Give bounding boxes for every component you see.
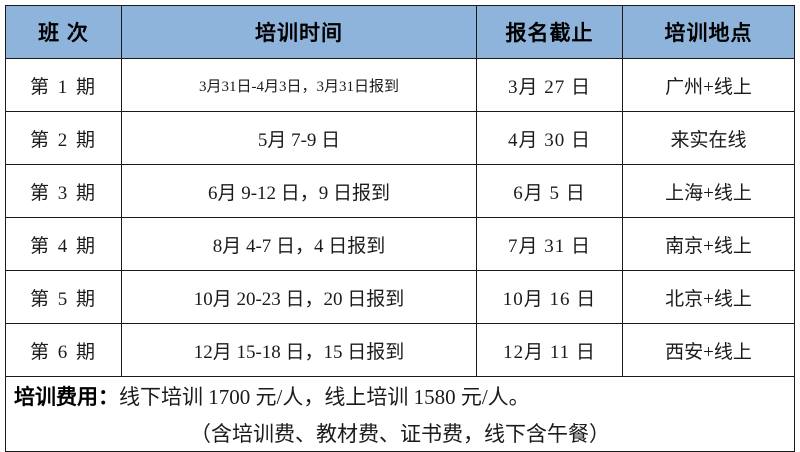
fee-value: 线下培训 1700 元/人，线上培训 1580 元/人。 [119, 384, 530, 409]
table-row: 第 4 期 8月 4-7 日，4 日报到 7月 31 日 南京+线上 [5, 217, 795, 271]
cell-deadline: 7月 31 日 [476, 217, 623, 271]
cell-batch: 第 3 期 [5, 164, 122, 218]
cell-time: 10月 20-23 日，20 日报到 [121, 270, 477, 324]
column-header-training-time: 培训时间 [121, 5, 477, 59]
footer-fee-row: 培训费用：线下培训 1700 元/人，线上培训 1580 元/人。 [5, 376, 795, 414]
cell-deadline: 4月 30 日 [476, 111, 623, 165]
footer-note-row: （含培训费、教材费、证书费，线下含午餐） [5, 414, 795, 452]
cell-batch: 第 1 期 [5, 58, 122, 112]
cell-time: 12月 15-18 日，15 日报到 [121, 323, 477, 377]
fee-note: （含培训费、教材费、证书费，线下含午餐） [190, 421, 610, 446]
table-header: 班 次 培训时间 报名截止 培训地点 [5, 5, 795, 59]
table-row: 第 1 期 3月31日-4月3日，3月31日报到 3月 27 日 广州+线上 [5, 58, 795, 112]
cell-place: 上海+线上 [622, 164, 795, 218]
column-header-training-location: 培训地点 [622, 5, 795, 59]
fee-line: 培训费用：线下培训 1700 元/人，线上培训 1580 元/人。 [6, 381, 794, 411]
table-body: 第 1 期 3月31日-4月3日，3月31日报到 3月 27 日 广州+线上 第… [5, 58, 795, 452]
cell-time: 3月31日-4月3日，3月31日报到 [121, 58, 477, 112]
cell-deadline: 3月 27 日 [476, 58, 623, 112]
cell-time: 5月 7-9 日 [121, 111, 477, 165]
cell-place: 北京+线上 [622, 270, 795, 324]
footer-note-cell: （含培训费、教材费、证书费，线下含午餐） [5, 414, 795, 452]
cell-place: 南京+线上 [622, 217, 795, 271]
cell-batch: 第 4 期 [5, 217, 122, 271]
cell-place: 来实在线 [622, 111, 795, 165]
cell-batch: 第 6 期 [5, 323, 122, 377]
footer-fee-cell: 培训费用：线下培训 1700 元/人，线上培训 1580 元/人。 [5, 376, 795, 414]
training-schedule-table: 班 次 培训时间 报名截止 培训地点 第 1 期 3月31日-4月3日，3月31… [5, 5, 795, 452]
cell-batch: 第 2 期 [5, 111, 122, 165]
cell-batch: 第 5 期 [5, 270, 122, 324]
table-header-row: 班 次 培训时间 报名截止 培训地点 [5, 5, 795, 59]
cell-time: 6月 9-12 日，9 日报到 [121, 164, 477, 218]
cell-deadline: 12月 11 日 [476, 323, 623, 377]
cell-deadline: 10月 16 日 [476, 270, 623, 324]
training-schedule-table-container: 班 次 培训时间 报名截止 培训地点 第 1 期 3月31日-4月3日，3月31… [5, 5, 795, 452]
cell-time: 8月 4-7 日，4 日报到 [121, 217, 477, 271]
table-row: 第 5 期 10月 20-23 日，20 日报到 10月 16 日 北京+线上 [5, 270, 795, 324]
table-row: 第 3 期 6月 9-12 日，9 日报到 6月 5 日 上海+线上 [5, 164, 795, 218]
cell-deadline: 6月 5 日 [476, 164, 623, 218]
table-row: 第 2 期 5月 7-9 日 4月 30 日 来实在线 [5, 111, 795, 165]
cell-place: 西安+线上 [622, 323, 795, 377]
table-row: 第 6 期 12月 15-18 日，15 日报到 12月 11 日 西安+线上 [5, 323, 795, 377]
cell-place: 广州+线上 [622, 58, 795, 112]
column-header-registration-deadline: 报名截止 [476, 5, 623, 59]
column-header-batch: 班 次 [5, 5, 122, 59]
fee-label: 培训费用： [14, 385, 119, 409]
